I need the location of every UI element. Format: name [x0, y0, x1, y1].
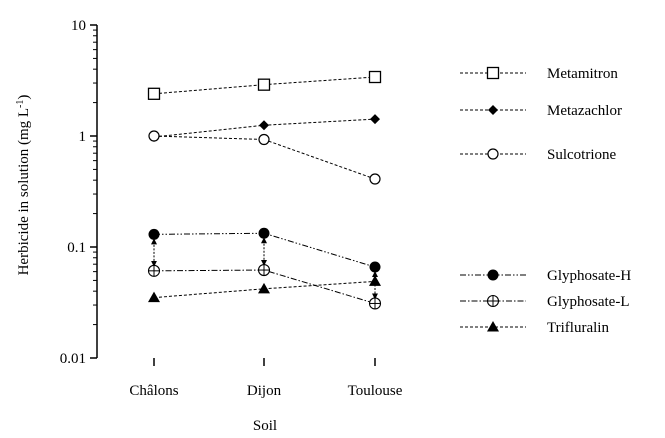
legend-label-glyphosate-l: Glyphosate-L	[547, 294, 629, 310]
data-point-glyphosate-h	[258, 227, 270, 239]
legend-marker-trifluralin	[487, 321, 499, 332]
legend-marker-metazachlor	[488, 105, 498, 115]
y-tick-label: 0.01	[60, 351, 86, 367]
legend: Metamitron Metazachlor Sulcotrione Glyphosa…	[460, 66, 631, 336]
data-point-sulcotrione	[258, 133, 270, 146]
y-axis-title-main: Herbicide in solution (mg L	[16, 108, 32, 275]
data-point-sulcotrione	[148, 130, 160, 142]
data-point-metazachlor	[370, 114, 380, 125]
legend-marker-metamitron	[486, 66, 500, 80]
data-point-glyphosate-h	[369, 261, 381, 273]
axes: 0.01 0.1 1 10 Châlons Dijon Toulouse	[60, 18, 403, 399]
data-point-glyphosate-l	[257, 263, 271, 277]
y-tick-label: 1	[79, 129, 87, 145]
legend-marker-glyphosate-l	[486, 294, 500, 308]
legend-label-metamitron: Metamitron	[547, 66, 618, 82]
x-tick-label: Dijon	[247, 383, 282, 399]
data-point-trifluralin	[369, 275, 381, 286]
x-axis-title: Soil	[253, 418, 277, 434]
data-point-glyphosate-l	[368, 297, 382, 310]
x-tick-label: Toulouse	[348, 383, 403, 399]
series-group	[147, 70, 382, 310]
data-point-trifluralin	[258, 282, 270, 294]
data-point-metamitron	[368, 70, 382, 84]
legend-label-sulcotrione: Sulcotrione	[547, 147, 616, 163]
legend-label-glyphosate-h: Glyphosate-H	[547, 268, 631, 284]
legend-marker-glyphosate-h	[487, 269, 499, 281]
legend-label-metazachlor: Metazachlor	[547, 103, 622, 119]
legend-marker-sulcotrione	[487, 148, 499, 160]
data-point-sulcotrione	[369, 173, 381, 185]
y-tick-label: 0.1	[67, 240, 86, 256]
y-axis-title-sup: -1	[15, 100, 26, 108]
data-point-glyphosate-l	[147, 264, 161, 277]
y-tick-label: 10	[71, 18, 86, 34]
data-point-metamitron	[257, 78, 271, 91]
data-point-trifluralin	[148, 291, 160, 303]
y-axis-title: Herbicide in solution (mg L-1)	[15, 95, 32, 276]
data-point-glyphosate-h	[148, 228, 160, 240]
y-axis-title-close: )	[16, 95, 32, 100]
data-point-metamitron	[147, 87, 161, 100]
data-point-metazachlor	[259, 120, 269, 131]
series-line-glyphosate-l	[153, 269, 376, 304]
legend-label-trifluralin: Trifluralin	[547, 320, 609, 336]
x-tick-label: Châlons	[129, 383, 178, 399]
